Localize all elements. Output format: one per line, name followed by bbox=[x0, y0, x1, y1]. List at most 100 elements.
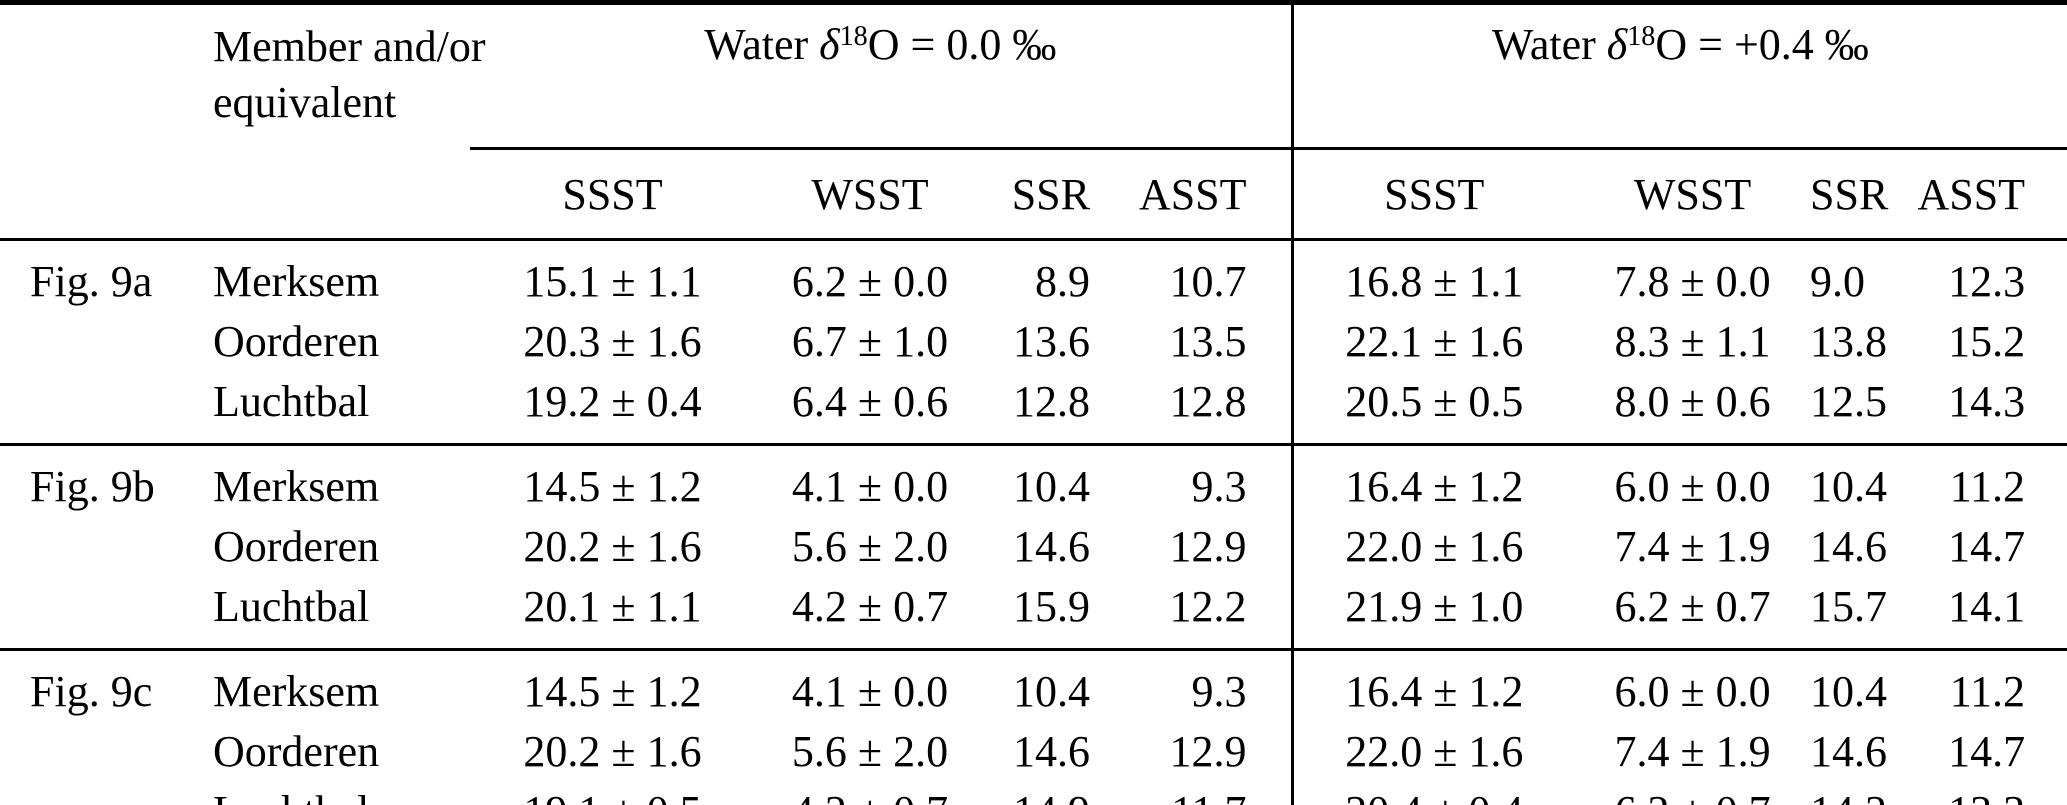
value-cell: 20.2 ± 1.6 bbox=[523, 726, 702, 776]
value-cell: 14.2 bbox=[1810, 781, 1915, 805]
fig-column-header-empty bbox=[0, 3, 185, 149]
value-cell: 12.5 bbox=[1810, 376, 1888, 426]
value-cell: 15.1 ± 1.1 bbox=[523, 256, 702, 306]
value-cell: 13.6 bbox=[1013, 316, 1090, 366]
value-cell: 8.0 ± 0.6 bbox=[1614, 376, 1771, 426]
table-row: Oorderen 20.2 ± 1.6 5.6 ± 2.0 14.6 12.9 … bbox=[0, 721, 2067, 781]
value-cell: 6.2 ± 0.7 bbox=[1614, 581, 1771, 631]
member-name: Oorderen bbox=[213, 726, 380, 776]
value-cell: 14.6 bbox=[1013, 726, 1090, 776]
fig-label-empty bbox=[0, 311, 185, 371]
value-cell: 8.9 bbox=[1035, 256, 1090, 306]
member-name: Oorderen bbox=[213, 521, 380, 571]
water-d18o-0.0-group-header: Water δ18O = 0.0 ‰ bbox=[470, 2, 1293, 150]
value-cell: 9.3 bbox=[1191, 461, 1247, 511]
table-row: Fig. 9c Merksem 14.5 ± 1.2 4.1 ± 0.0 10.… bbox=[0, 649, 2067, 721]
fig-label-empty bbox=[0, 781, 185, 805]
value-cell: 14.6 bbox=[1810, 726, 1888, 776]
value-cell: 15.2 bbox=[1948, 316, 2026, 366]
value-cell: 7.4 ± 1.9 bbox=[1614, 521, 1771, 571]
value-cell: 21.9 ± 1.0 bbox=[1290, 576, 1576, 650]
member-header-line1: Member and/or bbox=[213, 22, 486, 71]
value-cell: 22.0 ± 1.6 bbox=[1290, 516, 1576, 576]
value-cell: 12.8 bbox=[1169, 376, 1247, 426]
value-cell: 14.7 bbox=[1948, 726, 2026, 776]
value-cell: 20.5 ± 0.5 bbox=[1290, 371, 1576, 445]
subheader-wsst-2: WSST bbox=[1633, 169, 1752, 219]
value-cell: 6.0 ± 0.0 bbox=[1614, 461, 1771, 511]
value-cell: 6.4 ± 0.6 bbox=[791, 376, 949, 426]
water-label: Water bbox=[704, 20, 820, 69]
value-cell: 12.9 bbox=[1169, 726, 1247, 776]
value-cell: 14.6 bbox=[1013, 521, 1090, 571]
water-label: Water bbox=[1491, 20, 1607, 69]
value-cell: 10.4 bbox=[1810, 666, 1888, 716]
value-cell: 16.4 ± 1.2 bbox=[1290, 649, 1576, 721]
value-cell: 20.4 ± 0.4 bbox=[1290, 781, 1576, 805]
table-row: Luchtbal 19.2 ± 0.4 6.4 ± 0.6 12.8 12.8 … bbox=[0, 371, 2067, 445]
isotope-superscript: 18 bbox=[1627, 21, 1656, 52]
subheader-empty bbox=[185, 149, 470, 240]
water-d18o-+0.4-group-header: Water δ18O = +0.4 ‰ bbox=[1290, 2, 2067, 150]
member-name: Merksem bbox=[213, 666, 380, 716]
member-header-line2: equivalent bbox=[213, 78, 397, 127]
table-row: Oorderen 20.3 ± 1.6 6.7 ± 1.0 13.6 13.5 … bbox=[0, 311, 2067, 371]
value-cell: 15.7 bbox=[1810, 581, 1888, 631]
fig-label: Fig. 9a bbox=[30, 256, 153, 306]
fig-label-empty bbox=[0, 516, 185, 576]
value-cell: 6.2 ± 0.0 bbox=[791, 256, 949, 306]
value-cell: 10.4 bbox=[1013, 461, 1090, 511]
value-cell: 7.4 ± 1.9 bbox=[1614, 726, 1771, 776]
value-cell: 14.3 bbox=[1948, 376, 2026, 426]
delta-symbol: δ bbox=[819, 20, 840, 69]
fig-9c-group: Fig. 9c Merksem 14.5 ± 1.2 4.1 ± 0.0 10.… bbox=[0, 649, 2067, 805]
value-cell: 10.4 bbox=[1013, 666, 1090, 716]
fig-9a-group: Fig. 9a Merksem 15.1 ± 1.1 6.2 ± 0.0 8.9… bbox=[0, 239, 2067, 445]
value-cell: 10.4 bbox=[1810, 461, 1888, 511]
value-cell: 11.2 bbox=[1949, 666, 2026, 716]
subheader-asst-2: ASST bbox=[1917, 169, 2026, 219]
value-cell: 14.1 bbox=[1948, 581, 2026, 631]
subheader-row: SSST WSST SSR ASST SSST WSST SSR ASST bbox=[0, 148, 2067, 240]
value-cell: 10.7 bbox=[1169, 256, 1247, 306]
value-cell: 9.3 bbox=[1191, 666, 1247, 716]
value-cell: 13.5 bbox=[1169, 316, 1247, 366]
subheader-ssst-2: SSST bbox=[1290, 148, 1576, 240]
value-cell: 14.9 bbox=[985, 781, 1105, 805]
value-cell: 12.9 bbox=[1169, 521, 1247, 571]
subheader-asst-1: ASST bbox=[1138, 169, 1247, 219]
member-name: Luchtbal bbox=[213, 376, 370, 426]
member-column-header: Member and/or equivalent bbox=[185, 3, 486, 149]
value-cell: 13.8 bbox=[1810, 316, 1888, 366]
member-name: Oorderen bbox=[213, 316, 380, 366]
value-cell: 4.1 ± 0.0 bbox=[791, 461, 949, 511]
value-cell: 14.6 bbox=[1810, 521, 1888, 571]
table-row: Luchtbal 20.1 ± 1.1 4.2 ± 0.7 15.9 12.2 … bbox=[0, 576, 2067, 650]
value-cell: 16.8 ± 1.1 bbox=[1290, 239, 1576, 311]
subheader-empty bbox=[0, 149, 185, 240]
value-cell: 22.1 ± 1.6 bbox=[1290, 311, 1576, 371]
member-name: Luchtbal bbox=[213, 581, 370, 631]
table-row: Luchtbal 19.1 ± 0.5 4.2 ± 0.7 14.9 11.7 … bbox=[0, 781, 2067, 805]
value-cell: 5.6 ± 2.0 bbox=[791, 521, 949, 571]
value-cell: 11.2 bbox=[1949, 461, 2026, 511]
value-cell: 6.2 ± 0.7 bbox=[1575, 781, 1810, 805]
value-cell: 20.1 ± 1.1 bbox=[523, 581, 702, 631]
value-cell: 19.1 ± 0.5 bbox=[470, 781, 755, 805]
value-cell: 5.6 ± 2.0 bbox=[791, 726, 949, 776]
value-cell: 19.2 ± 0.4 bbox=[523, 376, 702, 426]
value-cell: 12.3 bbox=[1948, 256, 2026, 306]
value-cell: 8.3 ± 1.1 bbox=[1614, 316, 1771, 366]
subheader-wsst-1: WSST bbox=[811, 169, 929, 219]
value-cell: 6.0 ± 0.0 bbox=[1614, 666, 1771, 716]
fig-label-empty bbox=[0, 576, 185, 650]
fig-label: Fig. 9b bbox=[30, 461, 155, 511]
value-cell: 14.5 ± 1.2 bbox=[523, 666, 702, 716]
value-cell: 4.2 ± 0.7 bbox=[791, 581, 949, 631]
isotope-superscript: 18 bbox=[839, 21, 868, 52]
value-cell: 20.3 ± 1.6 bbox=[523, 316, 702, 366]
value-cell: 7.8 ± 0.0 bbox=[1614, 256, 1771, 306]
value-cell: 15.9 bbox=[1013, 581, 1090, 631]
